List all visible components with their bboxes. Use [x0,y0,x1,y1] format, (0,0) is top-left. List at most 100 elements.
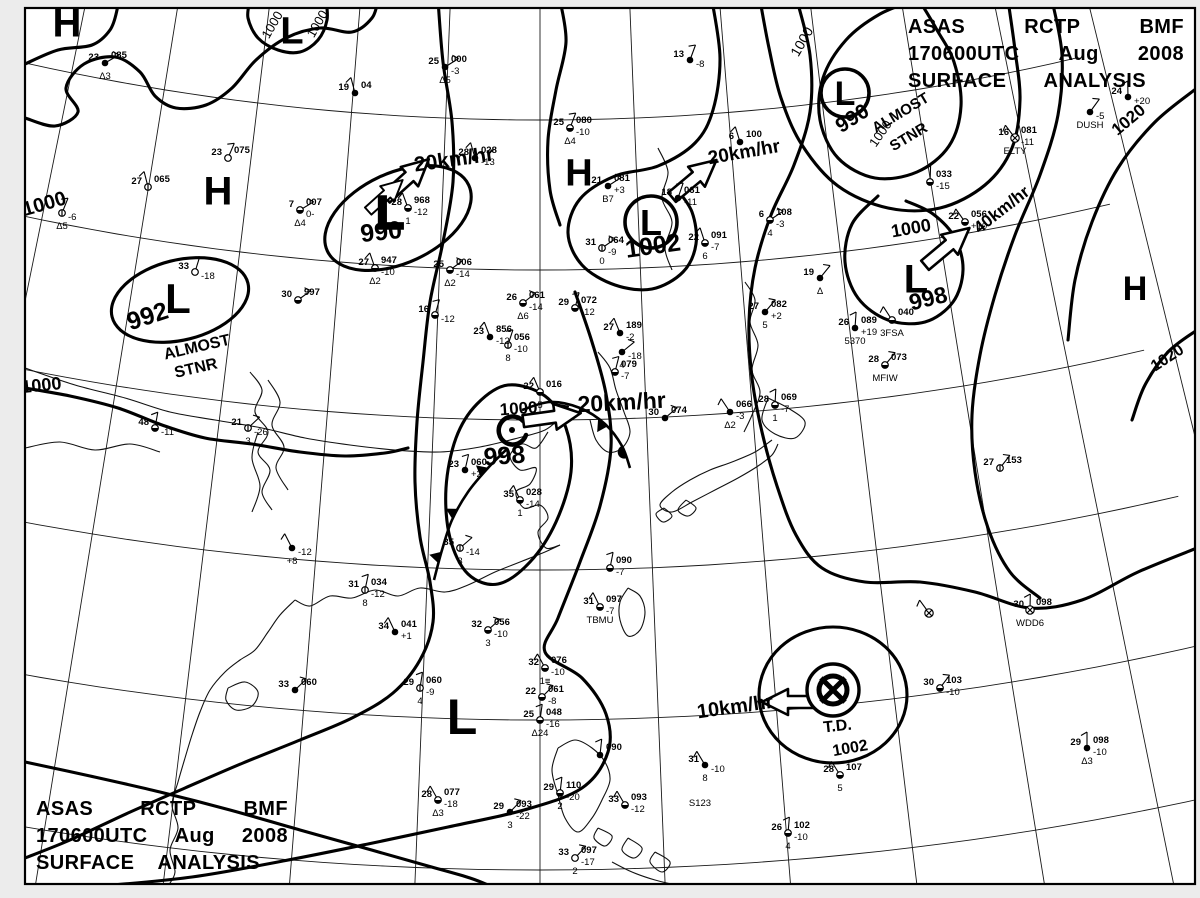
station-tendency: 0- [306,209,314,220]
isobar-ellipse [109,256,251,344]
station-extra: Δ3 [99,71,111,82]
station-extra: Δ2 [724,420,736,431]
station-tendency: -7 [616,567,624,578]
station-temperature: 28 [823,764,834,775]
station-temperature: 19 [338,82,349,93]
wind-barb-tick [823,263,831,267]
station-symbol-half-fill [484,630,492,634]
station-temperature: 21 [231,417,242,428]
cold-front-triangle [429,551,442,564]
station-tendency: -7 [621,371,629,382]
station-extra: 8 [362,598,367,609]
station-symbol-half-fill [766,220,774,224]
station-plot: 31 -10 8 [688,751,725,784]
station-tendency: +2 [771,311,782,322]
station-pressure: 075 [234,145,251,156]
swirl-arc [496,414,529,447]
wind-barb-tick [888,351,896,354]
wind-barb-tick [1023,593,1031,598]
title-word: Aug [174,825,215,847]
station-pressure: 072 [581,295,597,306]
station-tendency: -18 [628,351,642,362]
circled-low: L [623,194,679,250]
station-temperature: 23 [88,52,99,63]
isobar-path [26,9,119,66]
station-plot: 34 041+1 [378,617,418,642]
station-tendency: -13 [481,157,495,168]
station-pressure: 997 [304,287,320,298]
title-word: SURFACE [36,852,135,874]
high-pressure-letter: H [53,1,82,45]
wind-barb-tick [192,256,200,259]
wind-barb-tick [479,321,485,328]
wind-barb-tick [383,617,389,624]
station-pressure: 097 [581,845,597,856]
station-temperature: 33 [608,794,619,805]
station-symbol-half-fill [431,315,439,319]
station-temperature: 7 [289,199,294,210]
station-tendency: -7 [711,242,719,253]
station-pressure: 189 [626,320,642,331]
station-symbol-half-fill [294,300,302,304]
station-plot: 29 110-20 2 [543,776,581,812]
station-plot: 056-10 8 [504,329,530,364]
station-tendency: -10 [514,344,528,355]
station-plot: 28 073 MFIW [868,351,907,384]
title-word: ANALYSIS [157,852,260,874]
station-symbol-overcast [701,761,709,769]
station-temperature: 29 [543,782,554,793]
station-plot: 27 189-2 [603,317,642,343]
station-pressure: 060 [471,457,487,468]
wind-barb-tick [942,673,950,676]
station-pressure: 006 [456,257,472,268]
title-block-top-right: ASAS RCTP BMF 170600UTC Aug 2008 SURFACE… [908,14,1184,95]
station-symbol-overcast [618,348,626,356]
station-pressure: 110 [566,780,581,791]
station-pressure: 077 [444,787,460,798]
station-temperature: 22 [688,232,699,243]
station-extra: 3 [485,638,490,649]
station-temperature: 29 [493,801,504,812]
station-tendency: -14 [456,269,470,280]
station-plot: 33 093-12 [608,790,647,815]
circled-low-ring [819,67,871,119]
station-temperature: 26 [838,317,849,328]
wind-barb-tick [252,414,260,418]
station-tendency: +3 [614,185,625,196]
wind-barb-tick [361,573,369,578]
motion-arrow-icon [363,179,404,216]
station-symbol-overcast [471,154,479,162]
coastline [743,281,761,433]
cold-front-triangle [597,419,609,433]
wind-barb-tick [304,287,312,292]
title-word: RCTP [140,798,197,820]
station-pressure: 061 [548,684,565,695]
title-word: RCTP [1024,16,1081,38]
station-extra: 8 [505,353,510,364]
circled-low-ring [623,194,679,250]
isobars [26,9,1194,883]
station-symbol-clear [191,268,199,276]
coastline [659,439,779,513]
title-word: BMF [243,798,288,820]
station-extra: B7 [602,194,614,205]
pressure-value-label: 1000 [499,398,538,420]
station-tendency: -10 [381,267,395,278]
station-tendency: -3 [736,411,744,422]
station-plot: 48 -11 [138,411,174,438]
station-tendency: -16 [546,719,560,730]
station-extra: MFIW [872,373,897,384]
wind-barb-tick [612,355,620,359]
title-word: 2008 [241,825,288,847]
wind-barb-tick [613,790,618,798]
station-extra: WDD6 [1016,618,1044,629]
station-extra: 0 [599,256,604,267]
station-temperature: 18 [661,187,672,198]
wind-barb-tick [595,738,602,743]
title-line-3: SURFACE ANALYSIS [908,68,1146,95]
wind-barb-tick [456,257,464,261]
station-plot: 33 -18 [178,256,215,282]
title-line-1: ASAS RCTP BMF [36,796,288,823]
